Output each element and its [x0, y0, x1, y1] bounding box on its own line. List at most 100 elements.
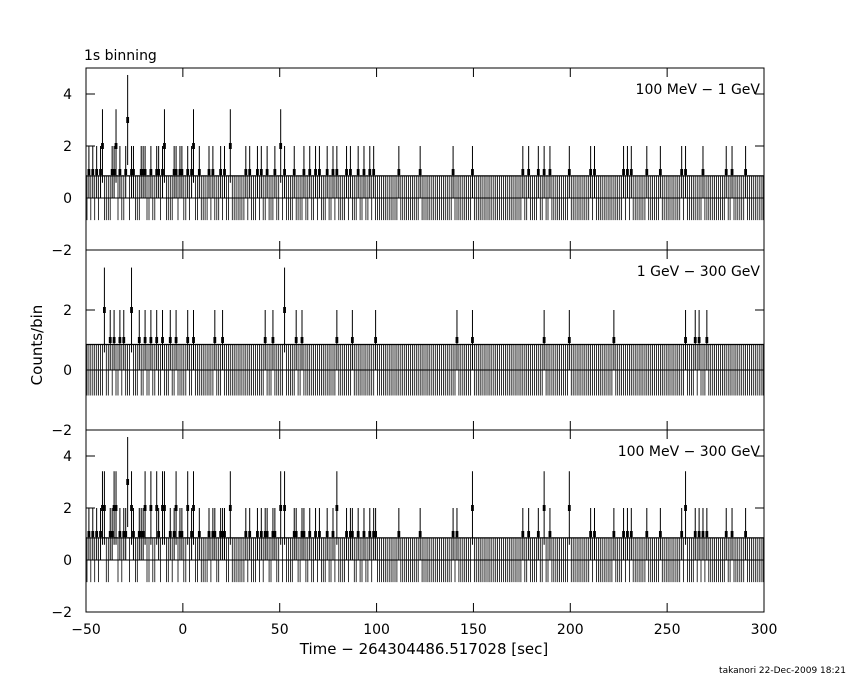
event-marker: [103, 505, 106, 511]
panel-2: 2 0 −2 1 GeV − 300 GeV: [51, 249, 765, 439]
event-marker: [693, 337, 697, 343]
event-marker: [99, 169, 102, 175]
event-marker: [374, 531, 378, 537]
event-marker: [374, 337, 378, 343]
y-tick-label: 0: [63, 191, 72, 207]
event-marker: [149, 169, 153, 175]
y-tick-label: 0: [63, 363, 72, 379]
band-label: 1 GeV − 300 GeV: [637, 264, 761, 280]
event-marker: [178, 169, 182, 175]
event-marker: [521, 531, 525, 537]
event-marker: [228, 505, 232, 511]
event-marker: [658, 531, 662, 537]
event-marker: [213, 337, 217, 343]
event-marker: [192, 337, 195, 343]
panel-frame: [85, 429, 765, 613]
event-marker: [471, 337, 474, 343]
event-marker: [273, 169, 277, 175]
event-marker: [697, 337, 701, 343]
event-marker: [124, 169, 128, 175]
event-marker: [372, 531, 376, 537]
event-marker: [589, 531, 593, 537]
event-marker: [161, 169, 164, 175]
event-marker: [101, 143, 104, 149]
event-marker: [593, 169, 596, 175]
event-marker: [527, 531, 531, 537]
event-marker: [629, 531, 633, 537]
chart-title: 1s binning: [84, 48, 157, 64]
event-marker: [680, 169, 684, 175]
event-marker: [213, 531, 217, 537]
event-marker: [161, 505, 164, 511]
event-marker: [172, 531, 176, 537]
event-marker: [157, 531, 161, 537]
event-marker: [612, 531, 616, 537]
event-marker: [192, 505, 195, 511]
event-marker: [143, 337, 147, 343]
event-marker: [626, 531, 629, 537]
event-marker: [118, 531, 122, 537]
event-marker: [645, 531, 649, 537]
event-marker: [110, 531, 114, 537]
event-marker: [325, 169, 329, 175]
panel-1: 4 2 0 −2 100 MeV − 1 GeV: [51, 67, 765, 259]
event-marker: [244, 531, 248, 537]
event-marker: [626, 169, 629, 175]
event-marker: [91, 169, 95, 175]
event-marker: [163, 505, 166, 511]
event-marker: [368, 169, 372, 175]
x-tick-label: −50: [71, 622, 101, 638]
event-marker: [118, 169, 122, 175]
event-marker: [122, 531, 126, 537]
event-marker: [180, 531, 184, 537]
event-marker: [95, 531, 99, 537]
event-marker: [455, 337, 459, 343]
event-marker: [521, 169, 525, 175]
event-marker: [318, 531, 321, 537]
panel-3: 4 2 0 −2 100 MeV − 300 GeV: [51, 429, 765, 621]
event-marker: [567, 169, 571, 175]
event-marker: [356, 531, 360, 537]
event-marker: [622, 531, 625, 537]
event-marker: [418, 531, 422, 537]
event-marker: [141, 531, 145, 537]
event-marker: [228, 143, 232, 149]
event-marker: [345, 531, 348, 537]
event-marker: [114, 505, 118, 511]
event-marker: [302, 531, 306, 537]
event-marker: [168, 531, 172, 537]
event-marker: [680, 531, 684, 537]
event-marker: [221, 337, 224, 343]
event-marker: [248, 531, 252, 537]
event-marker: [345, 169, 348, 175]
event-marker: [331, 169, 335, 175]
event-marker: [684, 337, 687, 343]
y-tick-label: 4: [63, 87, 72, 103]
event-marker: [149, 337, 153, 343]
event-marker: [263, 531, 267, 537]
event-marker: [149, 505, 153, 511]
event-marker: [223, 169, 226, 175]
panels: 4 2 0 −2 100 MeV − 1 GeV 2 0 −2 1 GeV − 300 GeV 4…: [51, 67, 778, 638]
event-marker: [132, 531, 135, 537]
footer-stamp: takanori 22-Dec-2009 18:21: [719, 666, 846, 676]
event-marker: [110, 169, 114, 175]
event-marker: [174, 337, 178, 343]
event-marker: [190, 531, 193, 537]
band-label: 100 MeV − 1 GeV: [636, 82, 761, 98]
event-marker: [372, 169, 376, 175]
x-tick-label: 300: [751, 622, 778, 638]
event-marker: [180, 169, 184, 175]
event-marker: [219, 169, 223, 175]
event-marker: [192, 143, 195, 149]
event-marker: [161, 337, 164, 343]
event-marker: [356, 169, 360, 175]
event-marker: [471, 505, 474, 511]
event-marker: [283, 307, 286, 313]
event-marker: [132, 169, 135, 175]
event-marker: [548, 531, 552, 537]
event-marker: [207, 531, 211, 537]
event-marker: [190, 169, 193, 175]
event-marker: [87, 531, 91, 537]
event-marker: [471, 169, 474, 175]
